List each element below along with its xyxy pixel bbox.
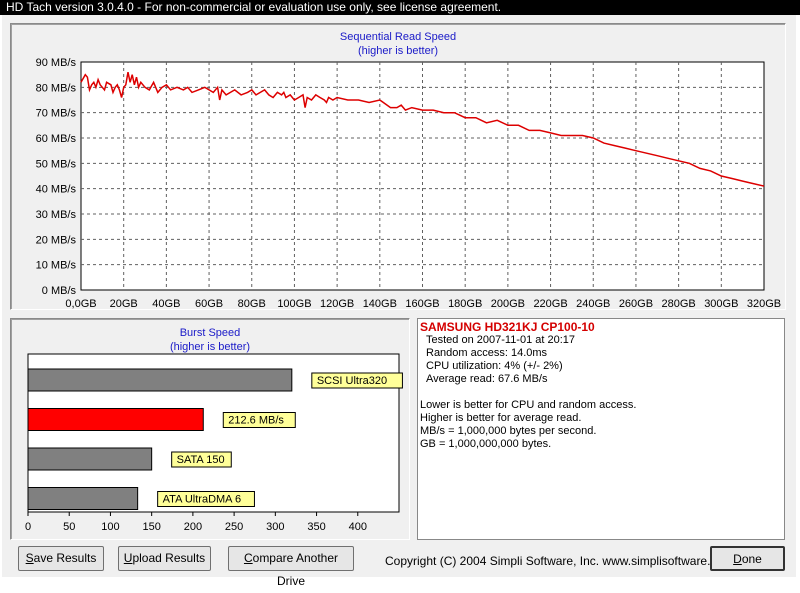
burst-x-tick-label: 100 xyxy=(101,521,119,533)
read-x-tick-label: 40GB xyxy=(152,298,180,310)
burst-x-tick-label: 400 xyxy=(349,521,367,533)
tested-date: Tested on 2007-11-01 at 20:17 xyxy=(426,334,576,346)
average-read: Average read: 67.6 MB/s xyxy=(426,373,548,385)
upload-results-button[interactable]: Upload Results xyxy=(118,546,211,571)
burst-x-tick-label: 250 xyxy=(225,521,243,533)
burst-chart-title: Burst Speed xyxy=(179,327,241,339)
read-speed-chart: 0 MB/s 10 MB/s 20 MB/s 30 MB/s 40 MB/s 50 MB/… xyxy=(36,57,781,310)
read-x-tick-label: 120GB xyxy=(320,298,354,310)
read-y-tick-label: 10 MB/s xyxy=(36,260,77,272)
read-x-tick-label: 160GB xyxy=(405,298,439,310)
burst-x-tick-label: 150 xyxy=(142,521,160,533)
burst-x-tick-label: 350 xyxy=(307,521,325,533)
read-speed-series-line xyxy=(80,71,765,187)
burst-bar-label: SCSI Ultra320 xyxy=(317,375,387,387)
read-x-tick-label: 320GB xyxy=(747,298,781,310)
burst-x-tick-label: 50 xyxy=(63,521,75,533)
done-button[interactable]: Done xyxy=(710,546,785,571)
window-title-bar: HD Tach version 3.0.4.0 - For non-commer… xyxy=(0,0,800,15)
drive-name: SAMSUNG HD321KJ CP100-10 xyxy=(420,320,595,334)
read-chart-subtitle: (higher is better) xyxy=(357,45,439,57)
window-title: HD Tach version 3.0.4.0 - For non-commer… xyxy=(6,0,502,14)
note-gb: GB = 1,000,000,000 bytes. xyxy=(420,438,552,450)
read-y-tick-label: 0 MB/s xyxy=(42,285,77,297)
read-y-tick-label: 20 MB/s xyxy=(36,234,77,246)
burst-bar xyxy=(27,368,293,392)
burst-bar-label-box xyxy=(171,451,232,468)
burst-bar-label-box xyxy=(222,412,296,428)
read-y-tick-label: 80 MB/s xyxy=(36,82,77,94)
read-x-tick-label: 140GB xyxy=(363,298,397,310)
read-x-tick-label: 100GB xyxy=(277,298,311,310)
read-y-tick-label: 50 MB/s xyxy=(36,158,77,170)
burst-bar-label-box xyxy=(157,491,255,507)
copyright-text: Copyright (C) 2004 Simpli Software, Inc.… xyxy=(385,554,734,568)
burst-bar-label-box xyxy=(311,372,403,389)
random-access: Random access: 14.0ms xyxy=(426,347,548,359)
burst-bar xyxy=(27,447,153,471)
read-x-tick-label: 180GB xyxy=(448,298,482,310)
note-cpu: Lower is better for CPU and random acces… xyxy=(420,399,637,411)
note-mbs: MB/s = 1,000,000 bytes per second. xyxy=(420,425,597,437)
read-x-tick-label: 80GB xyxy=(238,298,266,310)
burst-x-tick-label: 300 xyxy=(266,521,284,533)
compare-drive-button[interactable]: Compare Another Drive xyxy=(228,546,354,588)
save-results-button[interactable]: Save Results xyxy=(18,546,104,571)
read-chart-title: Sequential Read Speed xyxy=(339,31,457,43)
burst-x-tick-label: 0 xyxy=(25,521,31,533)
read-y-tick-label: 90 MB/s xyxy=(36,57,77,69)
burst-x-tick-label: 200 xyxy=(184,521,202,533)
read-x-tick-label: 60GB xyxy=(195,298,223,310)
burst-chart-subtitle: (higher is better) xyxy=(169,341,251,353)
read-y-tick-label: 60 MB/s xyxy=(36,133,77,145)
burst-speed-chart: 0 50 100 150 200 250 300 350 400 SCSI Ultra320 212… xyxy=(25,353,403,533)
read-y-tick-label: 70 MB/s xyxy=(36,108,77,120)
read-x-tick-label: 300GB xyxy=(704,298,738,310)
burst-bar-label: ATA UltraDMA 6 xyxy=(163,494,241,506)
cpu-utilization: CPU utilization: 4% (+/- 2%) xyxy=(426,360,563,372)
read-x-tick-label: 280GB xyxy=(662,298,696,310)
burst-bar xyxy=(27,487,139,510)
read-y-tick-label: 30 MB/s xyxy=(36,209,77,221)
burst-bar-label: 212.6 MB/s xyxy=(228,415,284,427)
read-y-tick-label: 40 MB/s xyxy=(36,184,77,196)
read-x-tick-label: 260GB xyxy=(619,298,653,310)
read-x-tick-label: 20GB xyxy=(110,298,138,310)
results-info-panel: SAMSUNG HD321KJ CP100-10 Tested on 2007-… xyxy=(417,318,785,540)
note-avg-read: Higher is better for average read. xyxy=(420,412,582,424)
read-x-tick-label: 240GB xyxy=(576,298,610,310)
read-x-tick-label: 0,0GB xyxy=(65,298,96,310)
read-x-tick-label: 200GB xyxy=(491,298,525,310)
burst-bar-label: SATA 150 xyxy=(177,454,225,466)
burst-bar xyxy=(27,408,204,431)
read-x-tick-label: 220GB xyxy=(533,298,567,310)
